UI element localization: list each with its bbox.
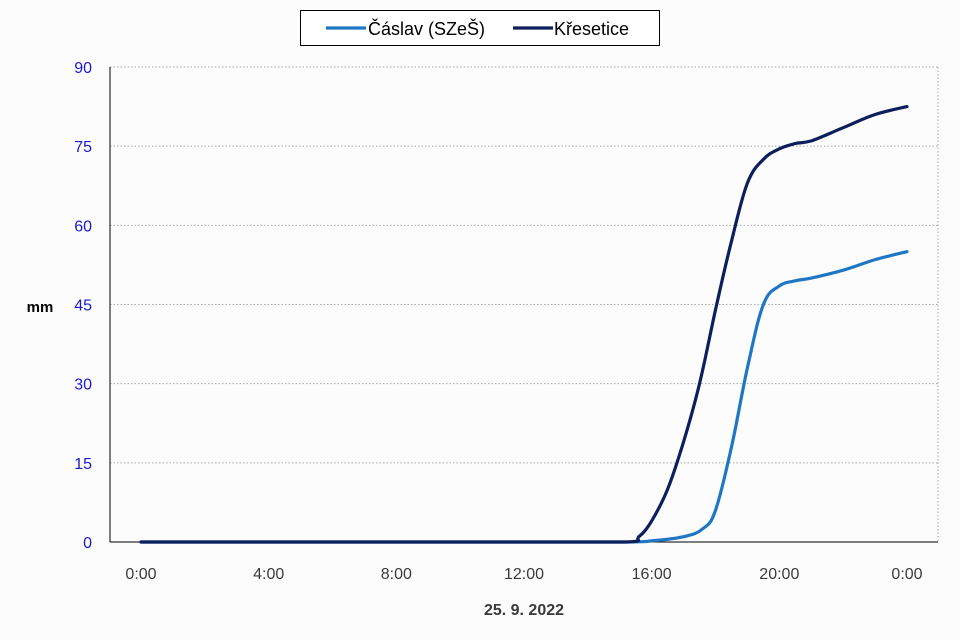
x-tick-label: 8:00	[381, 566, 412, 583]
y-axis-ticks: 0 15 30 45 60 75 90	[74, 60, 92, 552]
series-line-kresetice	[139, 105, 909, 544]
y-tick-label: 15	[74, 456, 92, 473]
series-lines	[139, 105, 909, 544]
series-line-caslav	[139, 250, 909, 544]
y-tick-label: 75	[74, 139, 92, 156]
x-tick-label: 20:00	[759, 566, 799, 583]
grid-lines	[110, 66, 939, 542]
x-tick-label: 16:00	[632, 566, 672, 583]
x-tick-label: 0:00	[891, 566, 922, 583]
x-axis-ticks: 0:00 4:00 8:00 12:00 16:00 20:00 0:00	[125, 566, 922, 583]
x-tick-label: 0:00	[125, 566, 156, 583]
legend: Čáslav (SZeŠ) Křesetice	[300, 10, 660, 46]
legend-label-kresetice: Křesetice	[554, 19, 629, 39]
x-tick-label: 4:00	[253, 566, 284, 583]
y-tick-label: 45	[74, 298, 92, 315]
x-axis-label: 25. 9. 2022	[484, 602, 564, 619]
y-axis-label: mm	[27, 299, 54, 316]
y-tick-label: 0	[83, 535, 92, 552]
y-tick-label: 90	[74, 60, 92, 77]
y-tick-label: 60	[74, 218, 92, 235]
x-tick-label: 12:00	[504, 566, 544, 583]
y-tick-label: 30	[74, 377, 92, 394]
legend-label-caslav: Čáslav (SZeŠ)	[368, 18, 485, 39]
